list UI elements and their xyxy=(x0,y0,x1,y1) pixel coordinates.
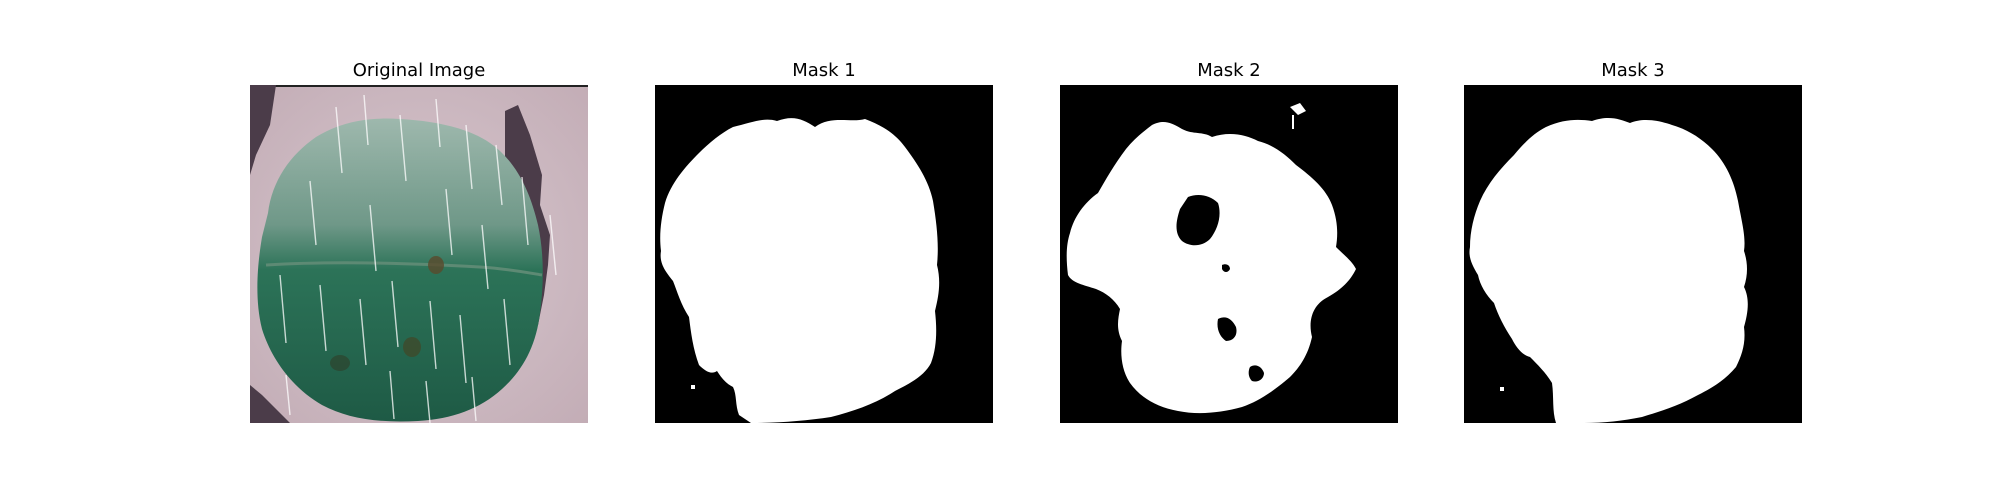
mask-foreground xyxy=(660,118,940,423)
leaf-spot xyxy=(403,337,421,357)
panel-mask-2: Mask 2 xyxy=(1060,57,1398,423)
photo-top-border xyxy=(250,85,588,87)
mask-image xyxy=(655,85,993,423)
mask-3 xyxy=(1464,85,1802,423)
leaf-spot xyxy=(428,256,444,274)
mask-foreground xyxy=(1469,117,1748,423)
leaf-shadow xyxy=(250,85,550,423)
rain-streaks xyxy=(279,94,557,423)
mask-speck xyxy=(1162,155,1168,159)
panel-title: Original Image xyxy=(352,60,486,81)
mask-speck xyxy=(1290,103,1306,115)
panel-mask-1: Mask 1 xyxy=(655,57,993,423)
mask-foreground xyxy=(1066,122,1356,414)
mask-1 xyxy=(655,85,993,423)
leaf-spot xyxy=(330,355,350,371)
leaf xyxy=(257,118,543,422)
original-image xyxy=(250,85,588,423)
panel-mask-3: Mask 3 xyxy=(1464,57,1802,423)
mask-speck xyxy=(1230,159,1236,163)
mask-2 xyxy=(1060,85,1398,423)
mask-speck xyxy=(1500,387,1504,391)
panel-title: Mask 2 xyxy=(1197,60,1261,81)
mask-speck xyxy=(1292,115,1294,129)
mask-speck xyxy=(691,385,695,389)
panel-title: Mask 3 xyxy=(1601,60,1665,81)
panel-original-image: Original Image xyxy=(250,57,588,423)
mask-image xyxy=(1464,85,1802,423)
mask-image xyxy=(1060,85,1398,423)
leaf-photo xyxy=(250,85,588,423)
leaf-midrib xyxy=(265,261,543,277)
panel-title: Mask 1 xyxy=(792,60,856,81)
